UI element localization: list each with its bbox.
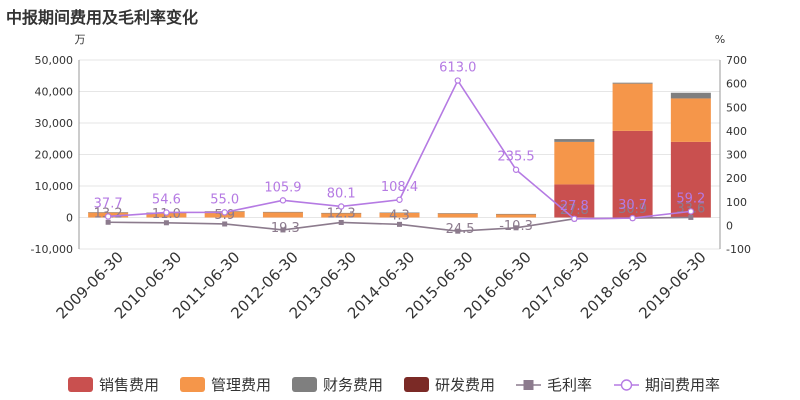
bar-管理费用-2015-06-30 <box>437 213 478 218</box>
point-期间费用率 <box>338 203 345 210</box>
line-series: 13.211.05.9-19.312.34.3-24.5-10.327.830.… <box>94 61 706 238</box>
legend-label: 管理费用 <box>211 376 271 394</box>
legend-swatch-管理费用 <box>180 377 205 392</box>
legend-label: 研发费用 <box>435 376 495 394</box>
left-tick-label: 50,000 <box>35 54 74 67</box>
x-axis: 2009-06-302010-06-302011-06-302012-06-30… <box>53 248 710 322</box>
right-tick-label: 200 <box>726 172 747 185</box>
bar-管理费用-2019-06-30 <box>670 98 711 142</box>
bar-管理费用-2017-06-30 <box>554 141 595 185</box>
left-tick-label: 40,000 <box>35 86 74 99</box>
right-tick-label: -100 <box>726 243 751 256</box>
legend-label: 销售费用 <box>99 376 159 394</box>
bar-财务费用-2009-06-30 <box>88 212 129 213</box>
data-label-期间费用率: 80.1 <box>327 186 356 201</box>
right-tick-label: 600 <box>726 78 747 91</box>
point-期间费用率 <box>163 209 170 216</box>
bar-财务费用-2017-06-30 <box>554 139 595 142</box>
left-tick-label: 0 <box>66 212 73 225</box>
point-期间费用率 <box>104 213 112 220</box>
point-期间费用率 <box>221 209 228 216</box>
data-label-期间费用率: 54.6 <box>152 192 181 207</box>
bar-财务费用-2015-06-30 <box>437 213 478 214</box>
point-毛利率 <box>280 227 286 233</box>
data-label-期间费用率: 105.9 <box>264 180 301 195</box>
legend-marker <box>620 379 633 391</box>
bar-销售费用-2019-06-30 <box>670 141 711 218</box>
right-tick-label: 400 <box>726 125 747 138</box>
data-label-毛利率: 30.9 <box>618 202 647 217</box>
left-tick-label: 10,000 <box>35 180 74 193</box>
point-毛利率 <box>338 219 344 225</box>
point-期间费用率 <box>512 166 520 173</box>
legend-label: 期间费用率 <box>645 376 720 394</box>
legend-label: 财务费用 <box>323 376 383 394</box>
data-label-期间费用率: 59.2 <box>676 191 705 206</box>
point-毛利率 <box>455 228 461 234</box>
point-期间费用率 <box>279 197 287 204</box>
bar-财务费用-2012-06-30 <box>262 211 303 213</box>
bar-销售费用-2018-06-30 <box>612 130 653 218</box>
right-axis: -100 0 100 200 300 400 500 600 700 <box>719 54 751 256</box>
bar-财务费用-2014-06-30 <box>379 212 420 214</box>
bar-财务费用-2016-06-30 <box>496 213 537 215</box>
point-期间费用率 <box>571 215 578 223</box>
point-毛利率 <box>513 225 519 231</box>
bar-财务费用-2013-06-30 <box>321 212 362 214</box>
data-label-期间费用率: 30.7 <box>618 198 647 213</box>
bar-管理费用-2018-06-30 <box>612 83 653 131</box>
data-label-毛利率: -10.3 <box>499 219 533 234</box>
point-毛利率 <box>397 221 402 227</box>
bar-管理费用-2016-06-30 <box>496 214 537 218</box>
point-期间费用率 <box>687 208 695 215</box>
data-label-期间费用率: 37.7 <box>94 196 123 211</box>
point-毛利率 <box>105 219 111 225</box>
data-label-期间费用率: 613.0 <box>439 61 476 76</box>
bar-销售费用-2017-06-30 <box>554 184 595 218</box>
data-label-毛利率: -24.5 <box>441 222 475 237</box>
bar-管理费用-2012-06-30 <box>262 212 303 218</box>
right-tick-label: 100 <box>726 196 747 209</box>
right-tick-label: 700 <box>726 54 747 67</box>
point-期间费用率 <box>396 196 403 203</box>
data-label-毛利率: -19.3 <box>266 221 300 236</box>
bar-管理费用-2013-06-30 <box>321 213 362 218</box>
point-毛利率 <box>222 221 228 227</box>
chart-title: 中报期间费用及毛利率变化 <box>6 8 199 27</box>
right-axis-unit: % <box>715 33 725 46</box>
point-期间费用率 <box>454 77 461 84</box>
legend-swatch-研发费用 <box>404 377 429 392</box>
left-tick-label: -10,000 <box>31 243 73 256</box>
legend-label: 毛利率 <box>547 376 592 394</box>
data-label-期间费用率: 55.0 <box>210 192 239 207</box>
right-tick-label: 500 <box>726 101 747 114</box>
point-毛利率 <box>688 214 694 220</box>
data-label-毛利率: 12.3 <box>327 206 356 221</box>
data-label-毛利率: 4.3 <box>389 208 410 223</box>
legend-marker <box>523 380 534 390</box>
left-axis: -10,000 0 10,000 20,000 30,000 40,000 50,000 <box>31 54 80 256</box>
bar-管理费用-2014-06-30 <box>379 212 420 218</box>
data-label-期间费用率: 235.5 <box>497 150 534 165</box>
left-tick-label: 20,000 <box>35 149 74 162</box>
legend-swatch-财务费用 <box>292 377 317 392</box>
point-毛利率 <box>163 220 169 226</box>
right-tick-label: 0 <box>726 219 733 232</box>
data-label-毛利率: 27.8 <box>560 203 589 218</box>
data-label-期间费用率: 108.4 <box>381 180 418 195</box>
bar-财务费用-2019-06-30 <box>670 92 711 99</box>
left-axis-unit: 万 <box>75 33 86 46</box>
bar-财务费用-2018-06-30 <box>612 82 653 84</box>
point-期间费用率 <box>629 214 636 222</box>
legend-swatch-销售费用 <box>68 377 93 392</box>
right-tick-label: 300 <box>726 149 747 162</box>
data-label-期间费用率: 27.8 <box>560 199 589 214</box>
legend: 销售费用 管理费用 财务费用 研发费用 毛利率 期间费用率 <box>68 376 720 394</box>
left-tick-label: 30,000 <box>35 117 74 130</box>
